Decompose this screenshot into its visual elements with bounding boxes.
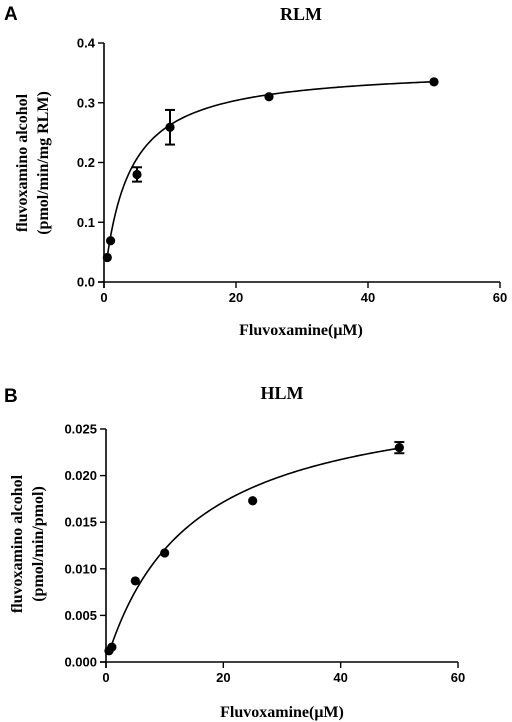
data-point <box>132 169 142 180</box>
y-tick-label: 0.010 <box>64 561 97 576</box>
y-axis-label-line-2: (pmol/min/mg RLM) <box>35 91 52 235</box>
data-points-layer <box>102 77 439 263</box>
data-point <box>248 496 258 506</box>
x-tick-label: 40 <box>361 290 375 305</box>
data-point <box>102 252 112 263</box>
y-axis-label-line-2: (pmol/min/pmol) <box>30 486 47 602</box>
chart-title: HLM <box>261 383 304 403</box>
data-point <box>130 576 140 586</box>
x-axis-label: Fluvoxamine(μM) <box>220 704 344 721</box>
x-tick-label: 20 <box>216 670 230 685</box>
y-tick-label: 0.005 <box>64 608 97 623</box>
fit-curve-layer <box>106 80 435 257</box>
panel-b: B HLM Fluvoxamine(μM) fluvoxamino alcoho… <box>4 383 465 721</box>
y-tick-label: 0.3 <box>77 95 95 110</box>
y-tick-label: 0.025 <box>64 422 97 437</box>
data-point <box>165 122 175 132</box>
chart-title: RLM <box>280 4 322 24</box>
data-points-layer <box>104 441 405 656</box>
fit-curve <box>106 80 435 257</box>
y-tick-label: 0.4 <box>77 36 96 51</box>
x-axis-label: Fluvoxamine(μM) <box>239 322 363 339</box>
y-tick-label: 0.015 <box>64 515 97 530</box>
x-tick-label: 20 <box>229 290 243 305</box>
data-point <box>429 77 439 87</box>
axes: 0.0 0.1 0.2 0.3 0.4 0 20 40 60 <box>77 36 507 306</box>
x-tick-label: 0 <box>100 290 107 305</box>
fit-curve-layer <box>108 447 400 654</box>
data-point <box>160 548 170 558</box>
panel-letter: A <box>4 4 18 25</box>
y-axis-label-line-1: fluvoxamino alcohol <box>14 93 31 232</box>
x-tick-label: 60 <box>493 290 507 305</box>
y-tick-label: 0.0 <box>77 275 95 290</box>
y-axis-label-line-1: fluvoxamino alcohol <box>9 474 26 613</box>
x-tick-label: 40 <box>333 670 347 685</box>
data-point <box>107 642 117 652</box>
y-tick-label: 0.000 <box>64 655 97 670</box>
data-point <box>394 443 404 453</box>
fit-curve <box>108 447 400 654</box>
data-point <box>264 92 274 102</box>
y-tick-label: 0.1 <box>77 215 95 230</box>
panel-letter: B <box>4 386 18 407</box>
x-tick-label: 0 <box>102 670 109 685</box>
axes: 0.000 0.005 0.010 0.015 0.020 0.025 0 20 40 60 <box>64 422 465 686</box>
y-tick-label: 0.2 <box>77 155 95 170</box>
y-tick-label: 0.020 <box>64 468 97 483</box>
data-point <box>106 236 116 246</box>
x-tick-label: 60 <box>451 670 465 685</box>
panel-a: A RLM Fluvoxamine(μM) fluvoxamino alcoho… <box>4 4 507 339</box>
